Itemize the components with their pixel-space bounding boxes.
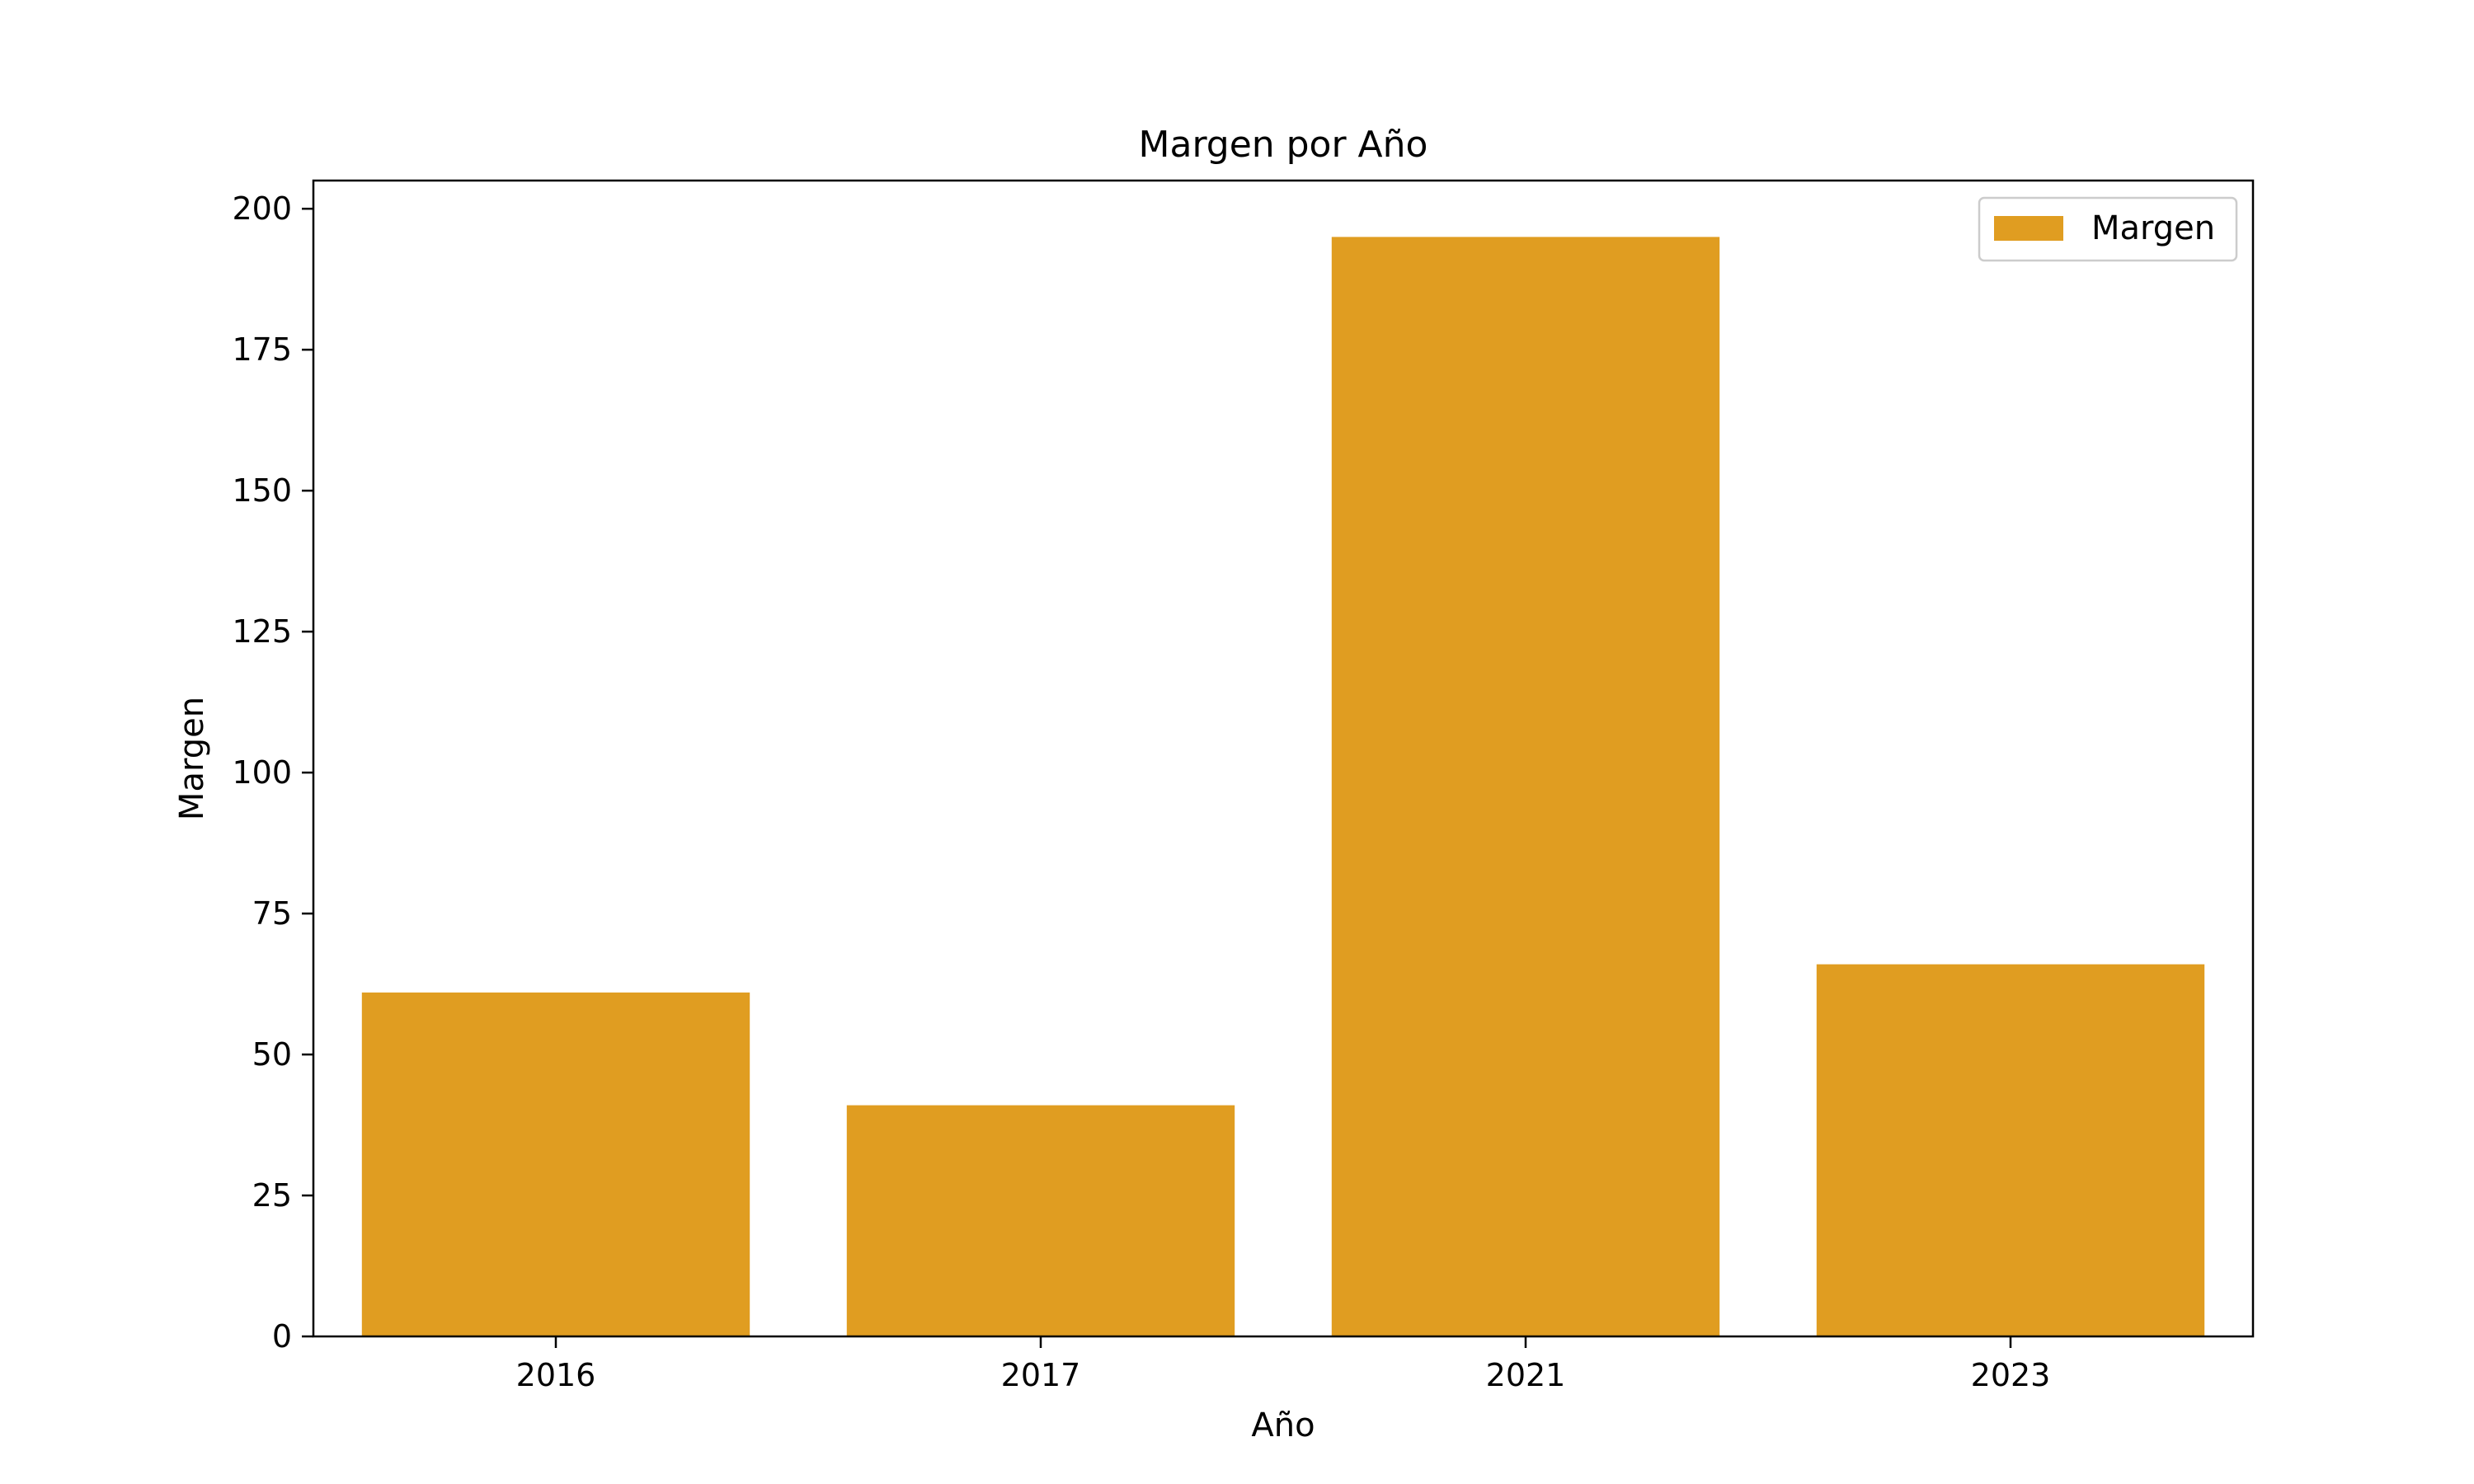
x-axis-ticks: 2016 2017 2021 2023	[516, 1336, 2051, 1393]
bar-2023	[1816, 964, 2205, 1336]
y-tick-label-75: 75	[252, 895, 292, 932]
legend: Margen	[1978, 196, 2238, 262]
y-tick-label-0: 0	[272, 1318, 292, 1355]
y-tick-label-150: 150	[232, 472, 292, 509]
bar-2016	[361, 992, 750, 1336]
y-axis-ticks: 0 25 50 75 100 125 150 175 200	[232, 190, 313, 1355]
x-tick-label-2016: 2016	[516, 1357, 596, 1393]
x-tick-label-2023: 2023	[1971, 1357, 2051, 1393]
y-tick-label-200: 200	[232, 190, 292, 227]
y-tick-label-175: 175	[232, 331, 292, 368]
bars-group	[361, 237, 2205, 1336]
y-axis-label: Margen	[173, 697, 211, 820]
y-tick-label-25: 25	[252, 1177, 292, 1214]
legend-swatch	[1994, 216, 2063, 241]
legend-label-margen: Margen	[2091, 209, 2215, 247]
chart-title: Margen por Año	[1139, 124, 1428, 166]
plot-frame	[312, 179, 2255, 1338]
x-axis-label: Año	[1251, 1407, 1315, 1444]
bar-2017	[846, 1105, 1235, 1336]
x-tick-label-2017: 2017	[1001, 1357, 1081, 1393]
y-tick-label-125: 125	[232, 613, 292, 650]
bar-2021	[1331, 237, 1720, 1336]
legend-frame	[1978, 196, 2238, 262]
y-tick-label-50: 50	[252, 1036, 292, 1073]
x-tick-label-2021: 2021	[1486, 1357, 1566, 1393]
y-tick-label-100: 100	[232, 754, 292, 791]
